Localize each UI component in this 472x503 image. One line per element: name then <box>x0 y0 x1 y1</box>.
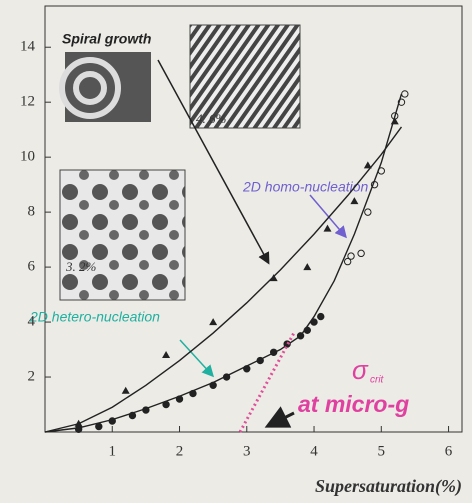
x-tick-label: 2 <box>176 443 184 459</box>
x-tick-label: 5 <box>378 443 386 459</box>
x-axis-label: Supersaturation(%) <box>315 476 462 497</box>
circle-point <box>318 313 324 319</box>
annotation: crit <box>370 375 385 386</box>
x-tick-label: 4 <box>310 443 318 459</box>
annotation: at micro-g <box>298 391 409 417</box>
annotation: Spiral growth <box>62 31 151 47</box>
triangle-point <box>323 225 331 232</box>
y-tick-label: 12 <box>20 94 35 110</box>
triangle-point <box>162 351 170 358</box>
y-tick-label: 6 <box>28 259 36 275</box>
circle-point <box>365 209 371 215</box>
triangle-point <box>122 387 130 394</box>
annotation: σ <box>352 355 369 385</box>
circle-point <box>402 91 408 97</box>
y-tick-label: 10 <box>20 149 35 165</box>
x-tick-label: 1 <box>109 443 117 459</box>
y-tick-label: 2 <box>28 368 36 384</box>
triangle-point <box>209 318 217 325</box>
arrow <box>180 340 212 375</box>
inset-label: 3. 2% <box>65 259 97 274</box>
y-tick-label: 8 <box>28 204 36 220</box>
inset-hetero <box>60 170 185 300</box>
arrow <box>270 413 294 425</box>
circle-point <box>348 253 354 259</box>
x-tick-label: 6 <box>445 443 453 459</box>
y-tick-label: 14 <box>20 39 36 55</box>
inset-label: 4. 6% <box>196 111 227 126</box>
circle-point <box>358 250 364 256</box>
triangle-point <box>303 263 311 270</box>
y-tick-label: 4 <box>28 314 36 330</box>
circle-point <box>96 423 102 429</box>
x-tick-label: 3 <box>243 443 251 459</box>
chart: 4. 6% 3. 2% Spiral growth 2D homo-nuclea… <box>0 0 472 503</box>
triangle-point <box>350 197 358 204</box>
